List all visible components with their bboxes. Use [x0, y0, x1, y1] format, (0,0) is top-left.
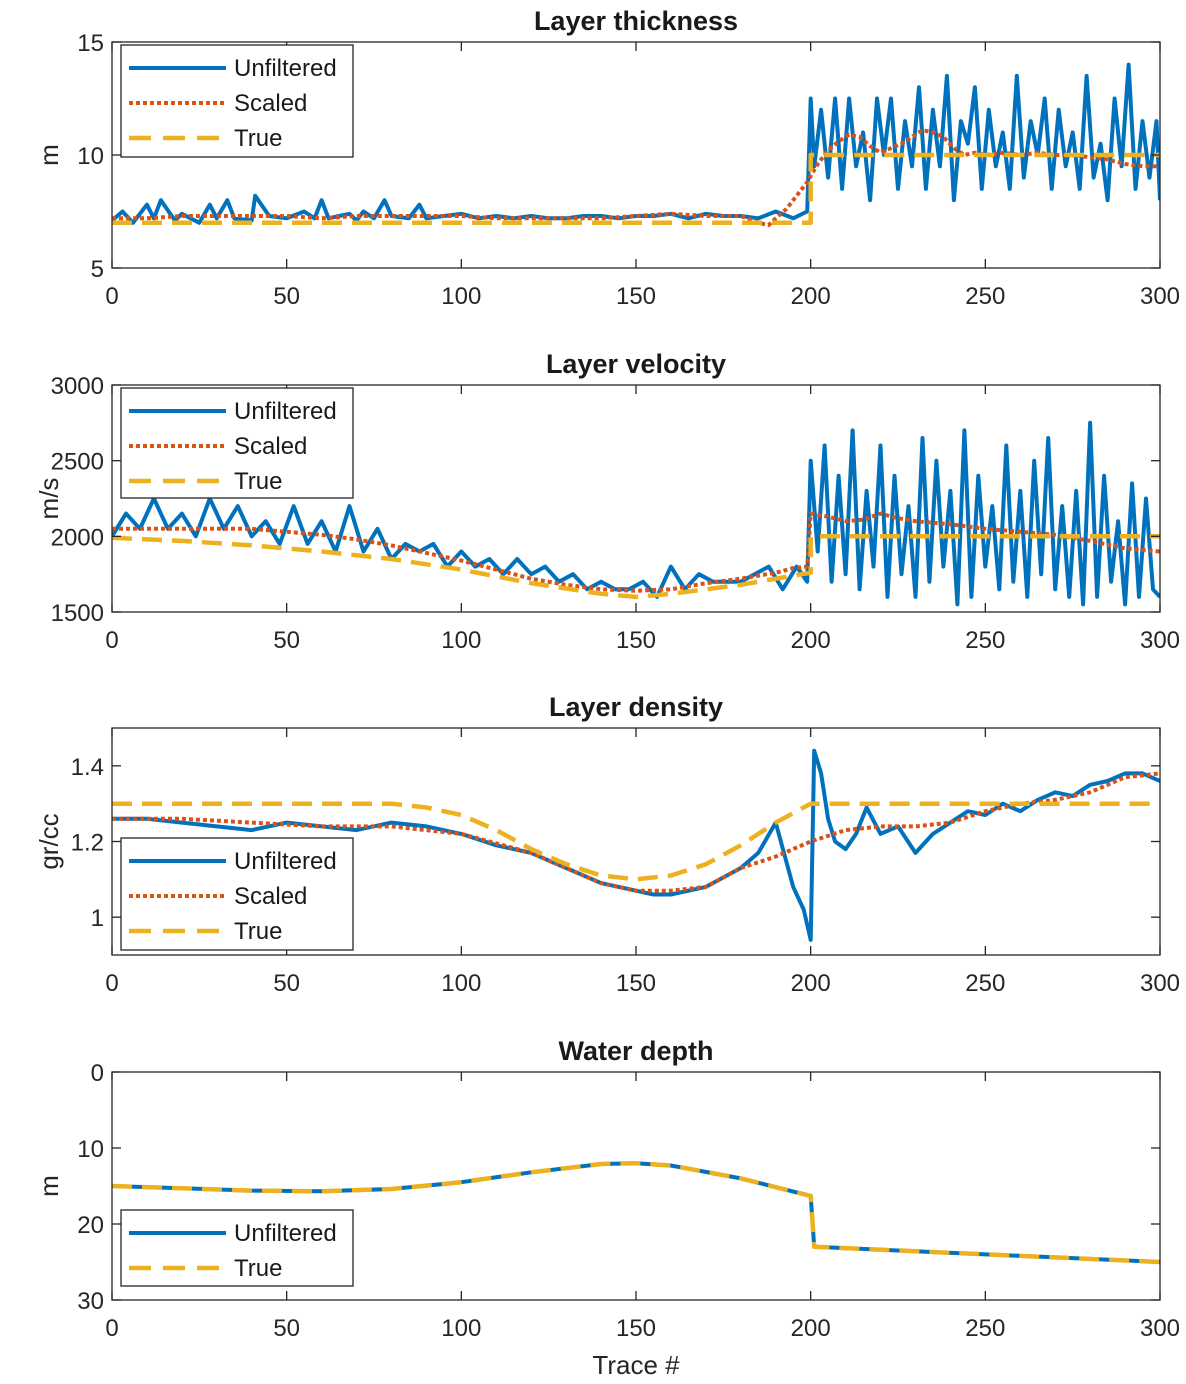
series-group — [112, 1160, 1160, 1265]
x-tick-label: 250 — [965, 283, 1005, 310]
panel-1: 0 50 100 150 200 250 300 5 10 15 Layer thickness m U… — [34, 6, 1180, 310]
chart-title: Layer thickness — [534, 6, 738, 36]
panel-4: 0 50 100 150 200 250 300 0 10 20 30 Water depth m Tra… — [34, 1036, 1180, 1380]
y-tick-label: 0 — [91, 1060, 104, 1087]
legend-label-unfiltered: Unfiltered — [234, 1220, 337, 1247]
x-tick-label: 300 — [1140, 283, 1180, 310]
y-tick-label: 1 — [91, 905, 104, 932]
series-line-true — [112, 1160, 1160, 1265]
y-tick-label: 1.4 — [71, 754, 104, 781]
x-tick-label: 50 — [273, 1315, 300, 1342]
x-tick-label: 300 — [1140, 627, 1180, 654]
series-line-scaled — [112, 128, 1160, 228]
series-line-scaled — [112, 511, 1160, 593]
y-tick-label: 20 — [77, 1212, 104, 1239]
x-tick-label: 100 — [441, 283, 481, 310]
x-tick-label: 100 — [441, 1315, 481, 1342]
x-tick-label: 150 — [616, 1315, 656, 1342]
legend: Unfiltered Scaled True — [120, 837, 354, 951]
y-tick-label: 10 — [77, 143, 104, 170]
x-tick-label: 50 — [273, 627, 300, 654]
legend-label-unfiltered: Unfiltered — [234, 398, 337, 425]
y-tick-label: 1.2 — [71, 830, 104, 857]
y-tick-label: 2000 — [51, 524, 104, 551]
series-group — [112, 748, 1160, 942]
panel-2: 0 50 100 150 200 250 300 1500 2000 2500 3000 Layer … — [34, 349, 1180, 654]
x-tick-label: 200 — [791, 627, 831, 654]
series-line-unfiltered — [112, 420, 1160, 607]
legend: Unfiltered Scaled True — [120, 44, 354, 158]
x-tick-label: 50 — [273, 970, 300, 997]
x-tick-label: 150 — [616, 283, 656, 310]
series-group — [112, 62, 1160, 228]
legend-label-true: True — [234, 468, 282, 495]
legend-box — [120, 387, 354, 499]
series-line-unfiltered — [112, 748, 1160, 942]
x-tick-label: 200 — [791, 970, 831, 997]
x-tick-label: 100 — [441, 970, 481, 997]
legend: Unfiltered Scaled True — [120, 387, 354, 499]
x-tick-label: 200 — [791, 1315, 831, 1342]
legend-label-true: True — [234, 125, 282, 152]
series-line-true — [112, 801, 1160, 882]
y-axis-label: m — [34, 144, 64, 166]
y-tick-label: 30 — [77, 1288, 104, 1315]
y-tick-label: 5 — [91, 256, 104, 283]
panel-3: 0 50 100 150 200 250 300 1 1.2 1.4 Layer density gr… — [34, 692, 1180, 997]
legend-label-scaled: Scaled — [234, 90, 307, 117]
chart-title: Water depth — [559, 1036, 714, 1066]
x-tick-label: 250 — [965, 627, 1005, 654]
x-axis-label: Trace # — [592, 1350, 680, 1380]
x-tick-label: 200 — [791, 283, 831, 310]
x-tick-label: 0 — [105, 970, 118, 997]
x-tick-label: 150 — [616, 627, 656, 654]
y-tick-label: 3000 — [51, 373, 104, 400]
legend: Unfiltered True — [120, 1209, 354, 1287]
y-tick-label: 15 — [77, 30, 104, 57]
series-line-true — [112, 152, 1160, 226]
x-tick-label: 150 — [616, 970, 656, 997]
legend-label-true: True — [234, 1255, 282, 1282]
x-tick-label: 100 — [441, 627, 481, 654]
series-group — [112, 420, 1160, 607]
x-tick-label: 50 — [273, 283, 300, 310]
x-tick-label: 300 — [1140, 970, 1180, 997]
x-tick-label: 250 — [965, 1315, 1005, 1342]
legend-box — [120, 1209, 354, 1287]
legend-label-unfiltered: Unfiltered — [234, 55, 337, 82]
series-line-unfiltered — [112, 62, 1160, 225]
chart-title: Layer density — [549, 692, 723, 722]
legend-label-scaled: Scaled — [234, 883, 307, 910]
y-tick-label: 10 — [77, 1136, 104, 1163]
x-tick-label: 300 — [1140, 1315, 1180, 1342]
x-tick-label: 250 — [965, 970, 1005, 997]
series-line-true — [112, 534, 1160, 600]
y-axis-label: gr/cc — [34, 813, 64, 869]
chart-title: Layer velocity — [546, 349, 726, 379]
legend-label-scaled: Scaled — [234, 433, 307, 460]
y-tick-label: 1500 — [51, 600, 104, 627]
legend-label-true: True — [234, 918, 282, 945]
y-tick-label: 2500 — [51, 449, 104, 476]
y-axis-label: m/s — [34, 478, 64, 520]
x-tick-label: 0 — [105, 1315, 118, 1342]
x-tick-label: 0 — [105, 627, 118, 654]
y-axis-label: m — [34, 1175, 64, 1197]
x-tick-label: 0 — [105, 283, 118, 310]
legend-label-unfiltered: Unfiltered — [234, 848, 337, 875]
